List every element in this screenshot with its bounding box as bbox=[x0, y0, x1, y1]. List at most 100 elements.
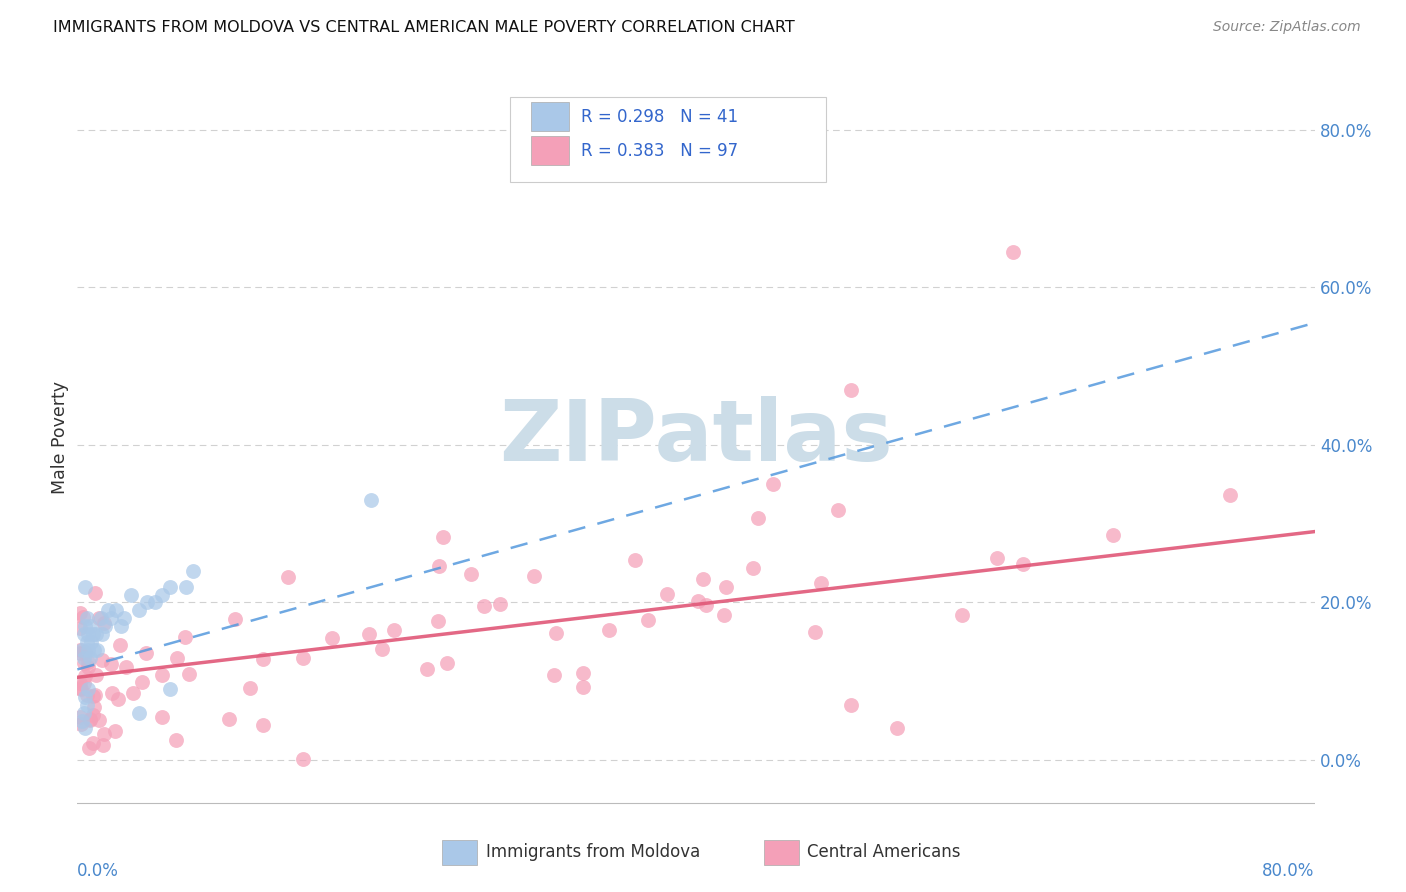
Point bbox=[159, 580, 181, 594]
Point bbox=[572, 680, 595, 694]
Point bbox=[382, 623, 405, 637]
Point bbox=[110, 638, 132, 652]
Point bbox=[69, 606, 91, 620]
Point bbox=[1012, 557, 1035, 571]
Point bbox=[427, 558, 450, 573]
Point bbox=[79, 741, 101, 756]
Point bbox=[436, 656, 458, 670]
Point bbox=[76, 698, 98, 712]
Point bbox=[135, 646, 157, 660]
Point bbox=[75, 619, 96, 633]
Point bbox=[1102, 528, 1125, 542]
Point bbox=[89, 713, 111, 727]
Point bbox=[69, 681, 91, 695]
Point bbox=[83, 700, 105, 714]
Point bbox=[321, 632, 343, 646]
Point bbox=[839, 383, 862, 397]
Point bbox=[69, 676, 91, 690]
Point bbox=[152, 588, 174, 602]
Point bbox=[218, 712, 240, 726]
Point bbox=[886, 722, 908, 736]
Text: Immigrants from Moldova: Immigrants from Moldova bbox=[485, 844, 700, 862]
Point bbox=[224, 612, 246, 626]
Text: 80.0%: 80.0% bbox=[1263, 863, 1315, 880]
Point bbox=[165, 733, 187, 747]
Point bbox=[77, 682, 100, 697]
Point bbox=[75, 722, 96, 736]
Point bbox=[166, 650, 188, 665]
Point bbox=[183, 564, 205, 578]
Point bbox=[252, 717, 274, 731]
Point bbox=[97, 603, 120, 617]
Point bbox=[100, 611, 122, 625]
Point bbox=[91, 738, 114, 752]
Point bbox=[69, 621, 91, 635]
Point bbox=[72, 706, 94, 720]
Text: Source: ZipAtlas.com: Source: ZipAtlas.com bbox=[1213, 20, 1361, 34]
Point bbox=[73, 669, 96, 683]
Point bbox=[77, 627, 100, 641]
Point bbox=[105, 603, 127, 617]
Point bbox=[827, 503, 849, 517]
Text: 0.0%: 0.0% bbox=[77, 863, 120, 880]
Point bbox=[950, 608, 973, 623]
Point bbox=[128, 706, 150, 720]
Point bbox=[839, 698, 862, 712]
Point bbox=[747, 511, 769, 525]
Point bbox=[91, 627, 114, 641]
Point bbox=[571, 665, 593, 680]
Point bbox=[277, 570, 299, 584]
Point bbox=[79, 650, 101, 665]
Point bbox=[415, 662, 437, 676]
Bar bbox=[763, 840, 799, 865]
Point bbox=[426, 614, 449, 628]
Point bbox=[128, 603, 150, 617]
Point bbox=[291, 651, 314, 665]
Y-axis label: Male Poverty: Male Poverty bbox=[51, 381, 69, 493]
Point bbox=[76, 655, 98, 669]
Point bbox=[76, 635, 98, 649]
Point bbox=[655, 587, 678, 601]
Point bbox=[94, 619, 117, 633]
Point bbox=[69, 646, 91, 660]
Point bbox=[73, 656, 96, 670]
Point bbox=[1002, 244, 1025, 259]
Point bbox=[79, 713, 101, 727]
Point bbox=[544, 626, 567, 640]
Point bbox=[692, 573, 714, 587]
Point bbox=[1219, 488, 1241, 502]
Point bbox=[239, 681, 262, 696]
Point bbox=[762, 477, 785, 491]
Point bbox=[131, 675, 153, 690]
Point bbox=[72, 609, 94, 624]
Point bbox=[70, 681, 93, 696]
Point bbox=[93, 615, 115, 630]
Point bbox=[79, 619, 101, 633]
Point bbox=[371, 642, 394, 657]
Point bbox=[523, 569, 546, 583]
Point bbox=[82, 627, 104, 641]
Point bbox=[75, 645, 97, 659]
Point bbox=[543, 668, 565, 682]
Point bbox=[713, 608, 735, 623]
Point bbox=[292, 752, 315, 766]
Point bbox=[70, 642, 93, 657]
Point bbox=[69, 710, 91, 724]
Point bbox=[69, 642, 91, 657]
Point bbox=[82, 707, 104, 722]
Text: ZIPatlas: ZIPatlas bbox=[499, 395, 893, 479]
Point bbox=[101, 686, 124, 700]
Point bbox=[432, 530, 454, 544]
Point bbox=[90, 653, 112, 667]
Point bbox=[80, 635, 103, 649]
Point bbox=[472, 599, 495, 613]
Point bbox=[460, 567, 482, 582]
Point bbox=[76, 688, 98, 702]
Point bbox=[83, 688, 105, 702]
Point bbox=[360, 493, 382, 508]
Point bbox=[86, 642, 108, 657]
Point bbox=[84, 586, 107, 600]
Point bbox=[110, 619, 132, 633]
Point bbox=[714, 581, 737, 595]
Bar bbox=[531, 103, 568, 130]
